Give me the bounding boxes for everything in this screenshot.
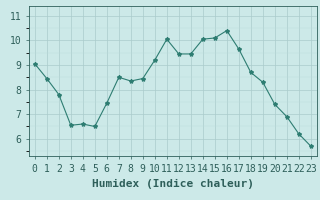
X-axis label: Humidex (Indice chaleur): Humidex (Indice chaleur) — [92, 179, 254, 189]
